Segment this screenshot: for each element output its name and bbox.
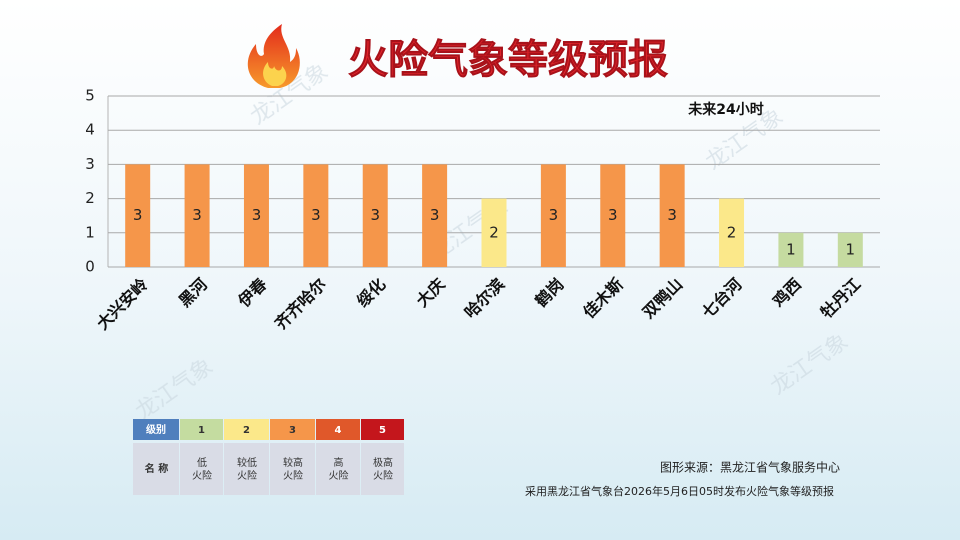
table-body-cell xyxy=(270,443,315,495)
bar xyxy=(719,198,745,267)
value-label: 2 xyxy=(727,223,737,241)
value-label: 3 xyxy=(252,206,262,224)
level-name: 低 xyxy=(197,456,207,469)
bar xyxy=(600,164,626,267)
note: 采用黑龙江省气象台2026年5月6日05时发布火险气象等级预报 xyxy=(525,484,834,498)
table-header-cell xyxy=(361,419,404,440)
value-label: 2 xyxy=(489,223,499,241)
table-body-cell xyxy=(316,443,360,495)
chart-title: 火险气象等级预报 xyxy=(348,37,668,83)
value-label: 3 xyxy=(667,206,677,224)
level-name: 火险 xyxy=(329,469,349,482)
table-header-cell xyxy=(180,419,223,440)
table-row-label: 名 称 xyxy=(145,462,168,475)
y-tick-label: 5 xyxy=(85,87,95,105)
table-body-cell xyxy=(361,443,404,495)
value-label: 3 xyxy=(370,206,380,224)
value-label: 1 xyxy=(846,240,856,258)
value-label: 1 xyxy=(786,240,796,258)
bar xyxy=(362,164,388,267)
bar xyxy=(659,164,685,267)
value-label: 3 xyxy=(608,206,618,224)
y-tick-label: 0 xyxy=(85,258,95,276)
level-name: 火险 xyxy=(192,469,212,482)
table-header-text: 3 xyxy=(289,425,296,436)
y-tick-label: 1 xyxy=(85,223,95,241)
value-label: 3 xyxy=(192,206,202,224)
flame-core xyxy=(263,62,287,86)
table-header-text: 5 xyxy=(379,425,386,436)
table-header-text: 级别 xyxy=(145,423,166,436)
y-tick-label: 4 xyxy=(85,121,95,139)
level-name: 较低 xyxy=(237,456,257,469)
table-header-text: 2 xyxy=(243,425,250,436)
table-header-cell xyxy=(316,419,360,440)
table-body-cell xyxy=(133,443,179,495)
level-name: 极高 xyxy=(373,456,393,469)
value-label: 3 xyxy=(133,206,143,224)
bar xyxy=(125,164,151,267)
annotation: 未来24小时 xyxy=(688,101,763,118)
table-body-cell xyxy=(180,443,223,495)
table-body-cell xyxy=(224,443,269,495)
table-header-text: 4 xyxy=(335,425,342,436)
level-name: 火险 xyxy=(237,469,257,482)
table-header-cell xyxy=(270,419,315,440)
bar xyxy=(303,164,329,267)
bar xyxy=(540,164,566,267)
level-name: 火险 xyxy=(373,469,393,482)
level-name: 高 xyxy=(334,456,344,469)
y-tick-label: 2 xyxy=(85,189,95,207)
bar xyxy=(481,198,507,267)
value-label: 3 xyxy=(430,206,440,224)
bar xyxy=(422,164,448,267)
value-label: 3 xyxy=(311,206,321,224)
source: 图形来源：黑龙江省气象服务中心 xyxy=(660,460,840,475)
level-name: 火险 xyxy=(283,469,303,482)
bar xyxy=(778,232,804,267)
table-header-cell xyxy=(133,419,179,440)
flame-icon xyxy=(247,24,300,88)
table-header-cell xyxy=(224,419,269,440)
bar xyxy=(243,164,269,267)
value-label: 3 xyxy=(549,206,559,224)
table-header-text: 1 xyxy=(198,425,205,436)
bar xyxy=(184,164,210,267)
bar xyxy=(837,232,863,267)
y-tick-label: 3 xyxy=(85,155,95,173)
level-name: 较高 xyxy=(283,456,303,469)
